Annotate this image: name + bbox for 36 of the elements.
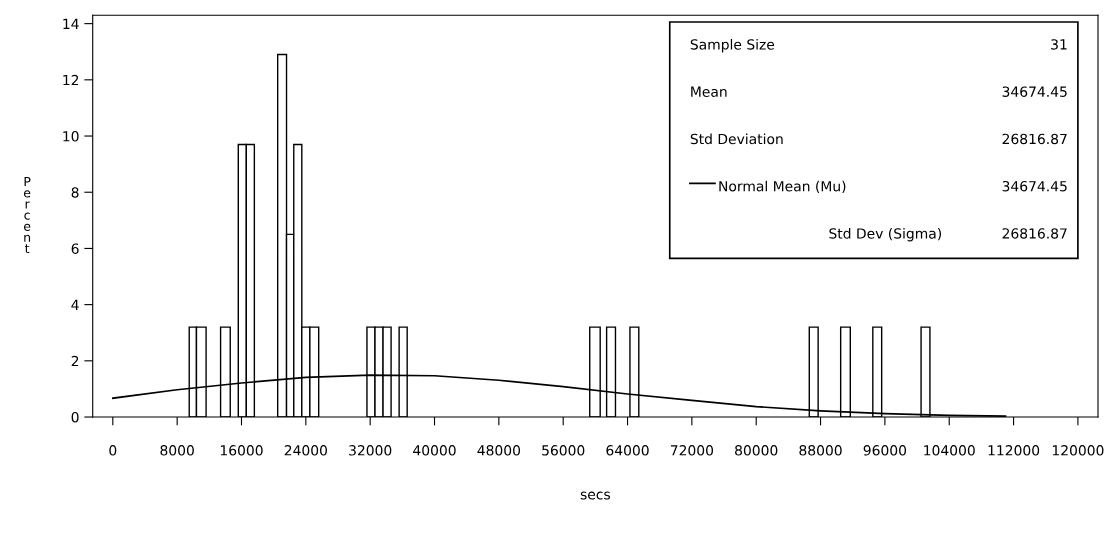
annotation: 26816.87 (1002, 228, 1067, 239)
x-tick-label: 64000 (606, 445, 649, 456)
y-tick-label: 2 (71, 355, 79, 367)
x-tick-label: 88000 (799, 445, 842, 456)
annotation: 34674.45 (1002, 180, 1067, 192)
x-tick-label: 104000 (924, 445, 975, 456)
x-tick-label: 96000 (863, 445, 907, 456)
x-tick-label: 32000 (349, 445, 392, 456)
y-tick-label: 0 (71, 411, 79, 423)
annotation: Sample Size (690, 38, 775, 53)
annotation: 34674.45 (1002, 86, 1067, 97)
x-tick-label: 40000 (413, 445, 456, 456)
x-tick-label: 80000 (735, 445, 778, 456)
x-tick-label: 48000 (477, 445, 521, 456)
annotation: 26816.87 (1002, 133, 1067, 145)
y-tick-label: 14 (63, 18, 79, 29)
annotation: 31 (1051, 39, 1067, 50)
y-tick-label: 8 (71, 187, 79, 198)
y-axis-title: Percent (23, 177, 31, 254)
annotation: Std Dev (Sigma) (829, 227, 941, 242)
annotation: Mean (691, 86, 727, 97)
x-axis-title: secs (580, 491, 611, 500)
x-tick-label: 0 (109, 445, 117, 456)
legend-label: Normal Mean (Mu) (719, 180, 846, 194)
x-tick-label: 120000 (1052, 445, 1104, 456)
x-tick-label: 112000 (988, 445, 1040, 456)
y-tick-label: 12 (63, 74, 79, 86)
x-tick-label: 72000 (670, 445, 714, 456)
x-tick-label: 8000 (160, 445, 194, 456)
x-tick-label: 56000 (542, 445, 585, 456)
annotation: Std Deviation (690, 133, 783, 145)
y-tick-label: 4 (71, 299, 79, 310)
y-tick-label: 6 (71, 243, 79, 254)
x-tick-label: 24000 (284, 445, 327, 456)
y-tick-label: 10 (63, 131, 79, 142)
x-tick-label: 16000 (220, 445, 263, 456)
